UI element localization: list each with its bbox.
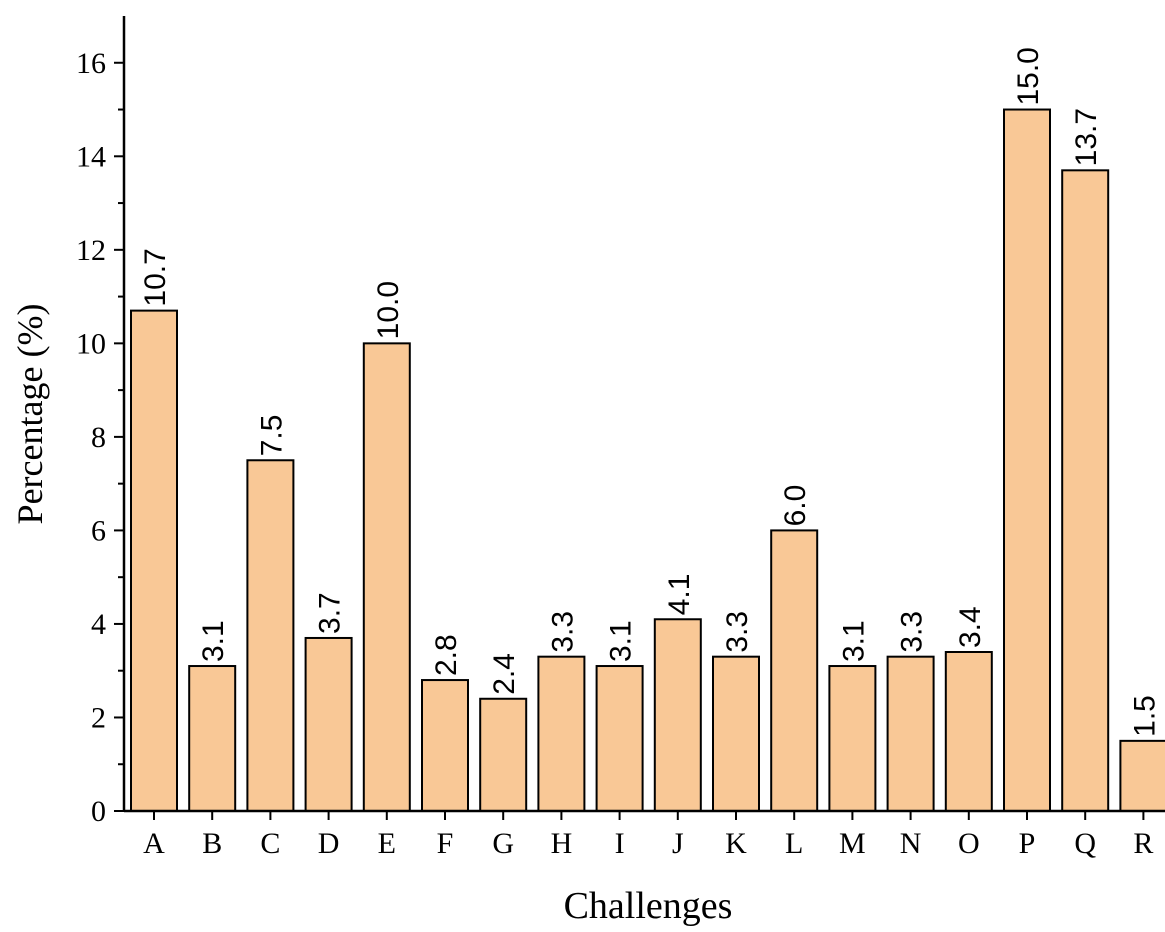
bar-C — [246, 459, 295, 812]
bar-B — [188, 665, 237, 812]
data-label-H: 3.3 — [546, 611, 579, 653]
bar-Q — [1061, 169, 1110, 812]
y-tick-label-12: 12 — [76, 234, 106, 267]
data-label-K: 3.3 — [721, 611, 754, 653]
y-tick-label-6: 6 — [91, 514, 106, 547]
bar-J — [653, 618, 702, 812]
bar-G — [479, 697, 528, 812]
data-label-E: 10.0 — [372, 281, 405, 339]
data-label-B: 3.1 — [197, 620, 230, 662]
y-tick-label-4: 4 — [91, 608, 106, 641]
data-label-Q: 13.7 — [1070, 108, 1103, 166]
x-ticks: A B C D E F G H I J K L M N O P Q R — [143, 811, 1153, 860]
x-tick-label-H: H — [551, 827, 573, 860]
y-tick-label-16: 16 — [76, 47, 106, 80]
data-label-G: 2.4 — [488, 653, 521, 695]
x-tick-label-D: D — [318, 827, 340, 860]
x-tick-label-R: R — [1133, 827, 1153, 860]
bar-H — [537, 655, 586, 812]
x-tick-label-O: O — [958, 827, 980, 860]
x-tick-label-Q: Q — [1074, 827, 1096, 860]
bar-I — [595, 665, 644, 812]
data-label-F: 2.8 — [430, 634, 463, 676]
data-label-O: 3.4 — [954, 606, 987, 648]
bars-layer — [130, 108, 1165, 813]
data-label-R: 1.5 — [1128, 695, 1161, 737]
x-tick-label-C: C — [260, 827, 280, 860]
bar-K — [712, 655, 760, 812]
x-tick-label-E: E — [378, 827, 396, 860]
bar-L — [770, 529, 819, 812]
y-tick-label-0: 0 — [91, 795, 106, 828]
x-tick-label-M: M — [839, 827, 866, 860]
y-ticks: 0 2 4 6 8 10 12 14 16 — [76, 47, 124, 828]
bar-N — [886, 655, 935, 812]
bar-A — [130, 309, 178, 812]
x-tick-label-F: F — [437, 827, 454, 860]
x-tick-label-P: P — [1019, 827, 1036, 860]
data-label-P: 15.0 — [1012, 47, 1045, 105]
x-axis-title: Challenges — [564, 885, 733, 927]
x-tick-label-G: G — [492, 827, 514, 860]
bar-P — [1003, 108, 1051, 812]
data-label-N: 3.3 — [896, 611, 929, 653]
data-label-D: 3.7 — [314, 592, 347, 634]
y-tick-label-2: 2 — [91, 701, 106, 734]
data-label-J: 4.1 — [663, 574, 696, 616]
data-labels-layer: 10.7 3.1 7.5 3.7 10.0 2.8 2.4 3.3 3.1 4.1 3.3 6.0 3.… — [139, 47, 1161, 737]
bar-D — [304, 636, 353, 812]
y-tick-label-10: 10 — [76, 327, 106, 360]
bar-R — [1119, 739, 1165, 813]
bar-O — [944, 651, 993, 812]
data-label-L: 6.0 — [779, 485, 812, 527]
x-tick-label-K: K — [725, 827, 747, 860]
x-tick-label-B: B — [202, 827, 222, 860]
x-tick-label-L: L — [785, 827, 803, 860]
bar-M — [828, 665, 877, 812]
bar-E — [362, 342, 411, 812]
x-tick-label-A: A — [143, 827, 165, 860]
y-tick-label-8: 8 — [91, 421, 106, 454]
data-label-C: 7.5 — [255, 415, 288, 457]
y-axis-title: Percentage (%) — [10, 304, 50, 525]
data-label-A: 10.7 — [139, 248, 172, 306]
x-tick-label-N: N — [900, 827, 922, 860]
axes-layer — [122, 16, 1165, 813]
y-tick-label-14: 14 — [76, 140, 106, 173]
x-tick-label-J: J — [672, 827, 684, 860]
data-label-I: 3.1 — [605, 620, 638, 662]
bar-F — [421, 679, 469, 813]
x-tick-label-I: I — [615, 827, 625, 860]
data-label-M: 3.1 — [837, 620, 870, 662]
